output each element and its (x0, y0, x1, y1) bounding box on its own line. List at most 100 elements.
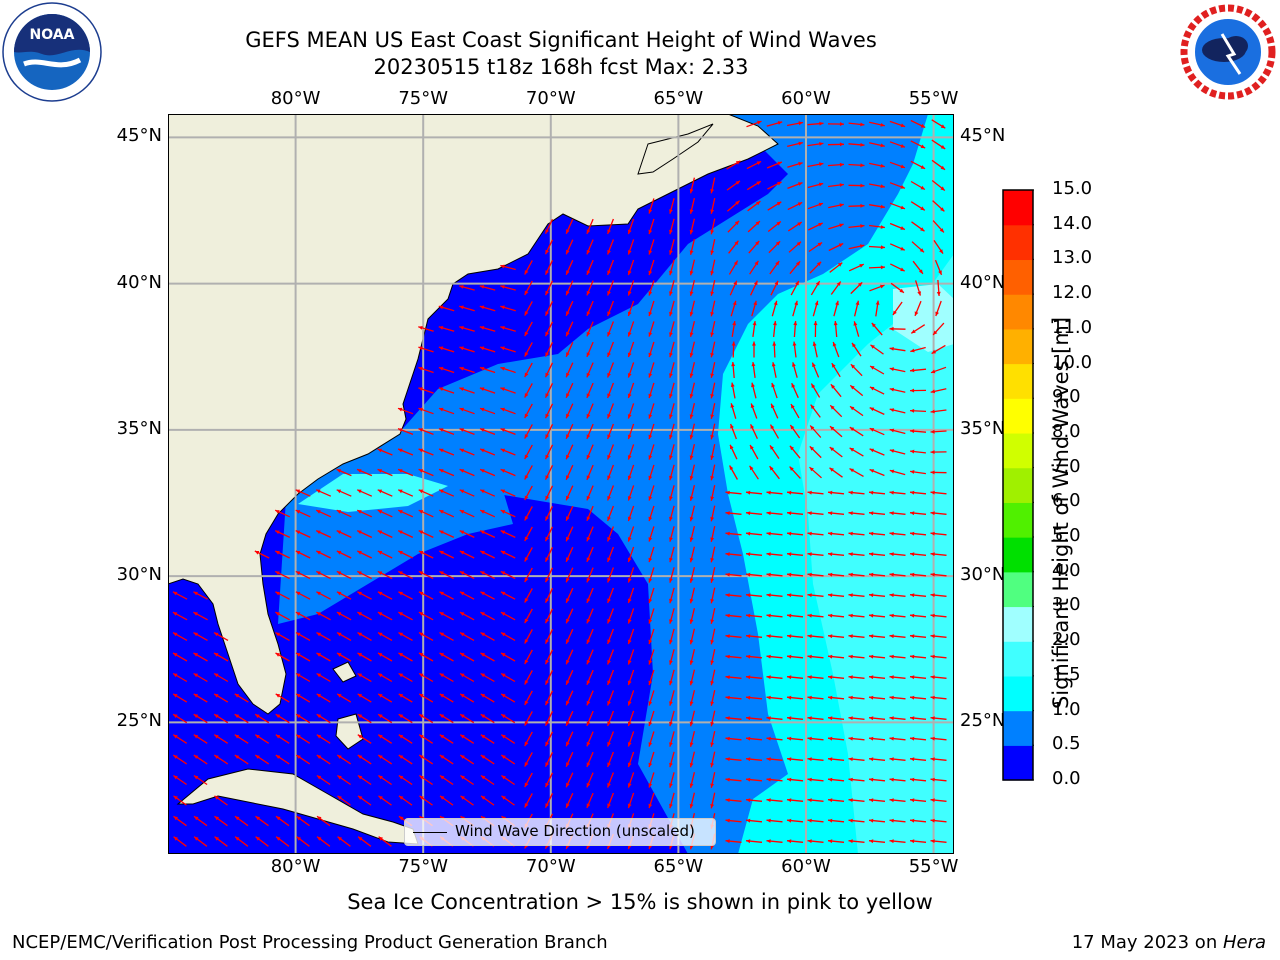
lon-tick-label: 75°W (398, 88, 449, 109)
wave-direction-arrowhead (566, 598, 570, 603)
wave-direction-arrowhead (918, 269, 923, 274)
wave-direction-arrowhead (627, 291, 632, 296)
wave-direction-arrowhead (930, 613, 935, 618)
wave-direction-arrowhead (839, 142, 844, 147)
wave-direction-arrowhead (766, 654, 771, 659)
wave-direction-arrowhead (816, 261, 822, 266)
wave-direction-arrowhead (889, 675, 894, 680)
wave-direction-arrowhead (771, 382, 776, 388)
wave-direction-arrowhead (689, 270, 694, 276)
wave-direction-arrowhead (418, 571, 424, 575)
wave-direction-arrowhead (669, 721, 673, 727)
wave-direction-arrowhead (920, 165, 926, 169)
wave-direction-arrowhead (627, 311, 632, 317)
wave-direction-arrowhead (501, 693, 506, 698)
wave-direction-arrowhead (607, 332, 611, 337)
wave-direction-arrowhead (566, 290, 570, 296)
wave-direction-arrowhead (524, 557, 529, 562)
wave-direction-arrowhead (459, 326, 464, 330)
colorbar-segment (1003, 224, 1033, 261)
wave-direction-arrowhead (689, 229, 694, 235)
colorbar-tick-label: 14.0 (1052, 212, 1093, 234)
wave-direction-arrowhead (398, 407, 403, 412)
wave-direction-arrowhead (419, 755, 424, 759)
wave-direction-arrowhead (790, 425, 795, 430)
wave-direction-arrowhead (398, 612, 403, 616)
wave-direction-arrowhead (807, 777, 812, 782)
wave-direction-arrowhead (931, 369, 936, 374)
chart-title: GEFS MEAN US East Coast Significant Heig… (245, 28, 877, 52)
wave-direction-arrowhead (731, 341, 736, 346)
wave-direction-arrowhead (377, 591, 383, 596)
wave-direction-arrowhead (689, 373, 694, 378)
wave-direction-arrowhead (746, 634, 751, 639)
wave-direction-arrowhead (910, 552, 915, 557)
wave-direction-arrowhead (752, 321, 757, 326)
wave-direction-arrowhead (316, 653, 321, 657)
wave-direction-arrowhead (460, 755, 465, 759)
wave-direction-arrowhead (648, 455, 653, 460)
wave-direction-arrowhead (460, 693, 465, 698)
wave-direction-arrowhead (296, 693, 301, 698)
wave-direction-arrowhead (438, 387, 444, 391)
wave-direction-arrowhead (316, 632, 321, 637)
wave-direction-arrowhead (648, 229, 653, 235)
wave-direction-arrowhead (627, 578, 632, 583)
wave-direction-arrowhead (460, 734, 465, 739)
wave-direction-arrowhead (775, 241, 781, 246)
wave-direction-arrowhead (787, 777, 792, 782)
wave-direction-arrowhead (377, 530, 383, 535)
wave-direction-arrowhead (710, 435, 715, 440)
wave-direction-arrowhead (766, 675, 771, 680)
wave-direction-arrowhead (766, 695, 771, 700)
wave-direction-arrowhead (910, 654, 915, 659)
colorbar-segment (1003, 328, 1033, 365)
wave-direction-arrowhead (459, 346, 464, 351)
wave-direction-arrowhead (316, 714, 322, 719)
wave-direction-arrowhead (669, 455, 673, 460)
wave-direction-arrowhead (566, 762, 570, 767)
colorbar-tick-label: 4.0 (1052, 559, 1081, 581)
wave-direction-arrowhead (524, 516, 529, 521)
wave-direction-arrowhead (214, 755, 219, 759)
wave-direction-arrowhead (870, 344, 875, 349)
wave-direction-arrowhead (900, 205, 905, 210)
wave-direction-arrowhead (524, 475, 529, 480)
wave-direction-arrowhead (940, 207, 945, 212)
wave-direction-arrowhead (860, 163, 865, 168)
wave-direction-arrowhead (839, 203, 844, 208)
wave-direction-arrowhead (607, 639, 611, 644)
wave-direction-arrowhead (751, 382, 755, 388)
wave-direction-arrowhead (750, 445, 754, 450)
wave-direction-arrowhead (939, 228, 944, 233)
wave-direction-arrowhead (377, 551, 383, 555)
wave-direction-arrowhead (807, 511, 812, 516)
wave-direction-arrowhead (729, 465, 734, 470)
wave-direction-arrowhead (880, 184, 885, 189)
wave-direction-arrowhead (357, 775, 363, 780)
wave-direction-arrowhead (501, 714, 506, 719)
wave-direction-arrowhead (689, 701, 694, 706)
graticule (168, 114, 954, 854)
wave-direction-arrowhead (869, 490, 874, 495)
wave-direction-arrowhead (648, 803, 653, 809)
wave-direction-arrowhead (276, 836, 281, 841)
wave-direction-arrowhead (773, 321, 777, 326)
colorbar-segment (1003, 641, 1033, 677)
wave-direction-arrowhead (828, 490, 833, 495)
wave-direction-arrowhead (837, 262, 843, 267)
wave-direction-arrowhead (828, 757, 833, 762)
wave-direction-arrowhead (734, 240, 739, 246)
wave-direction-arrowhead (648, 701, 653, 706)
wave-direction-arrowhead (746, 695, 751, 700)
wave-direction-arrowhead (607, 270, 611, 275)
wave-direction-arrowhead (627, 455, 632, 460)
wave-direction-arrowhead (793, 321, 798, 326)
wave-direction-arrowhead (316, 755, 322, 759)
wave-direction-arrowhead (193, 775, 199, 780)
wave-direction-arrowhead (566, 352, 570, 357)
wave-direction-arrowhead (818, 202, 823, 207)
wave-direction-arrowhead (295, 510, 301, 514)
wave-direction-arrowhead (607, 557, 611, 562)
wave-direction-arrowhead (807, 572, 812, 577)
